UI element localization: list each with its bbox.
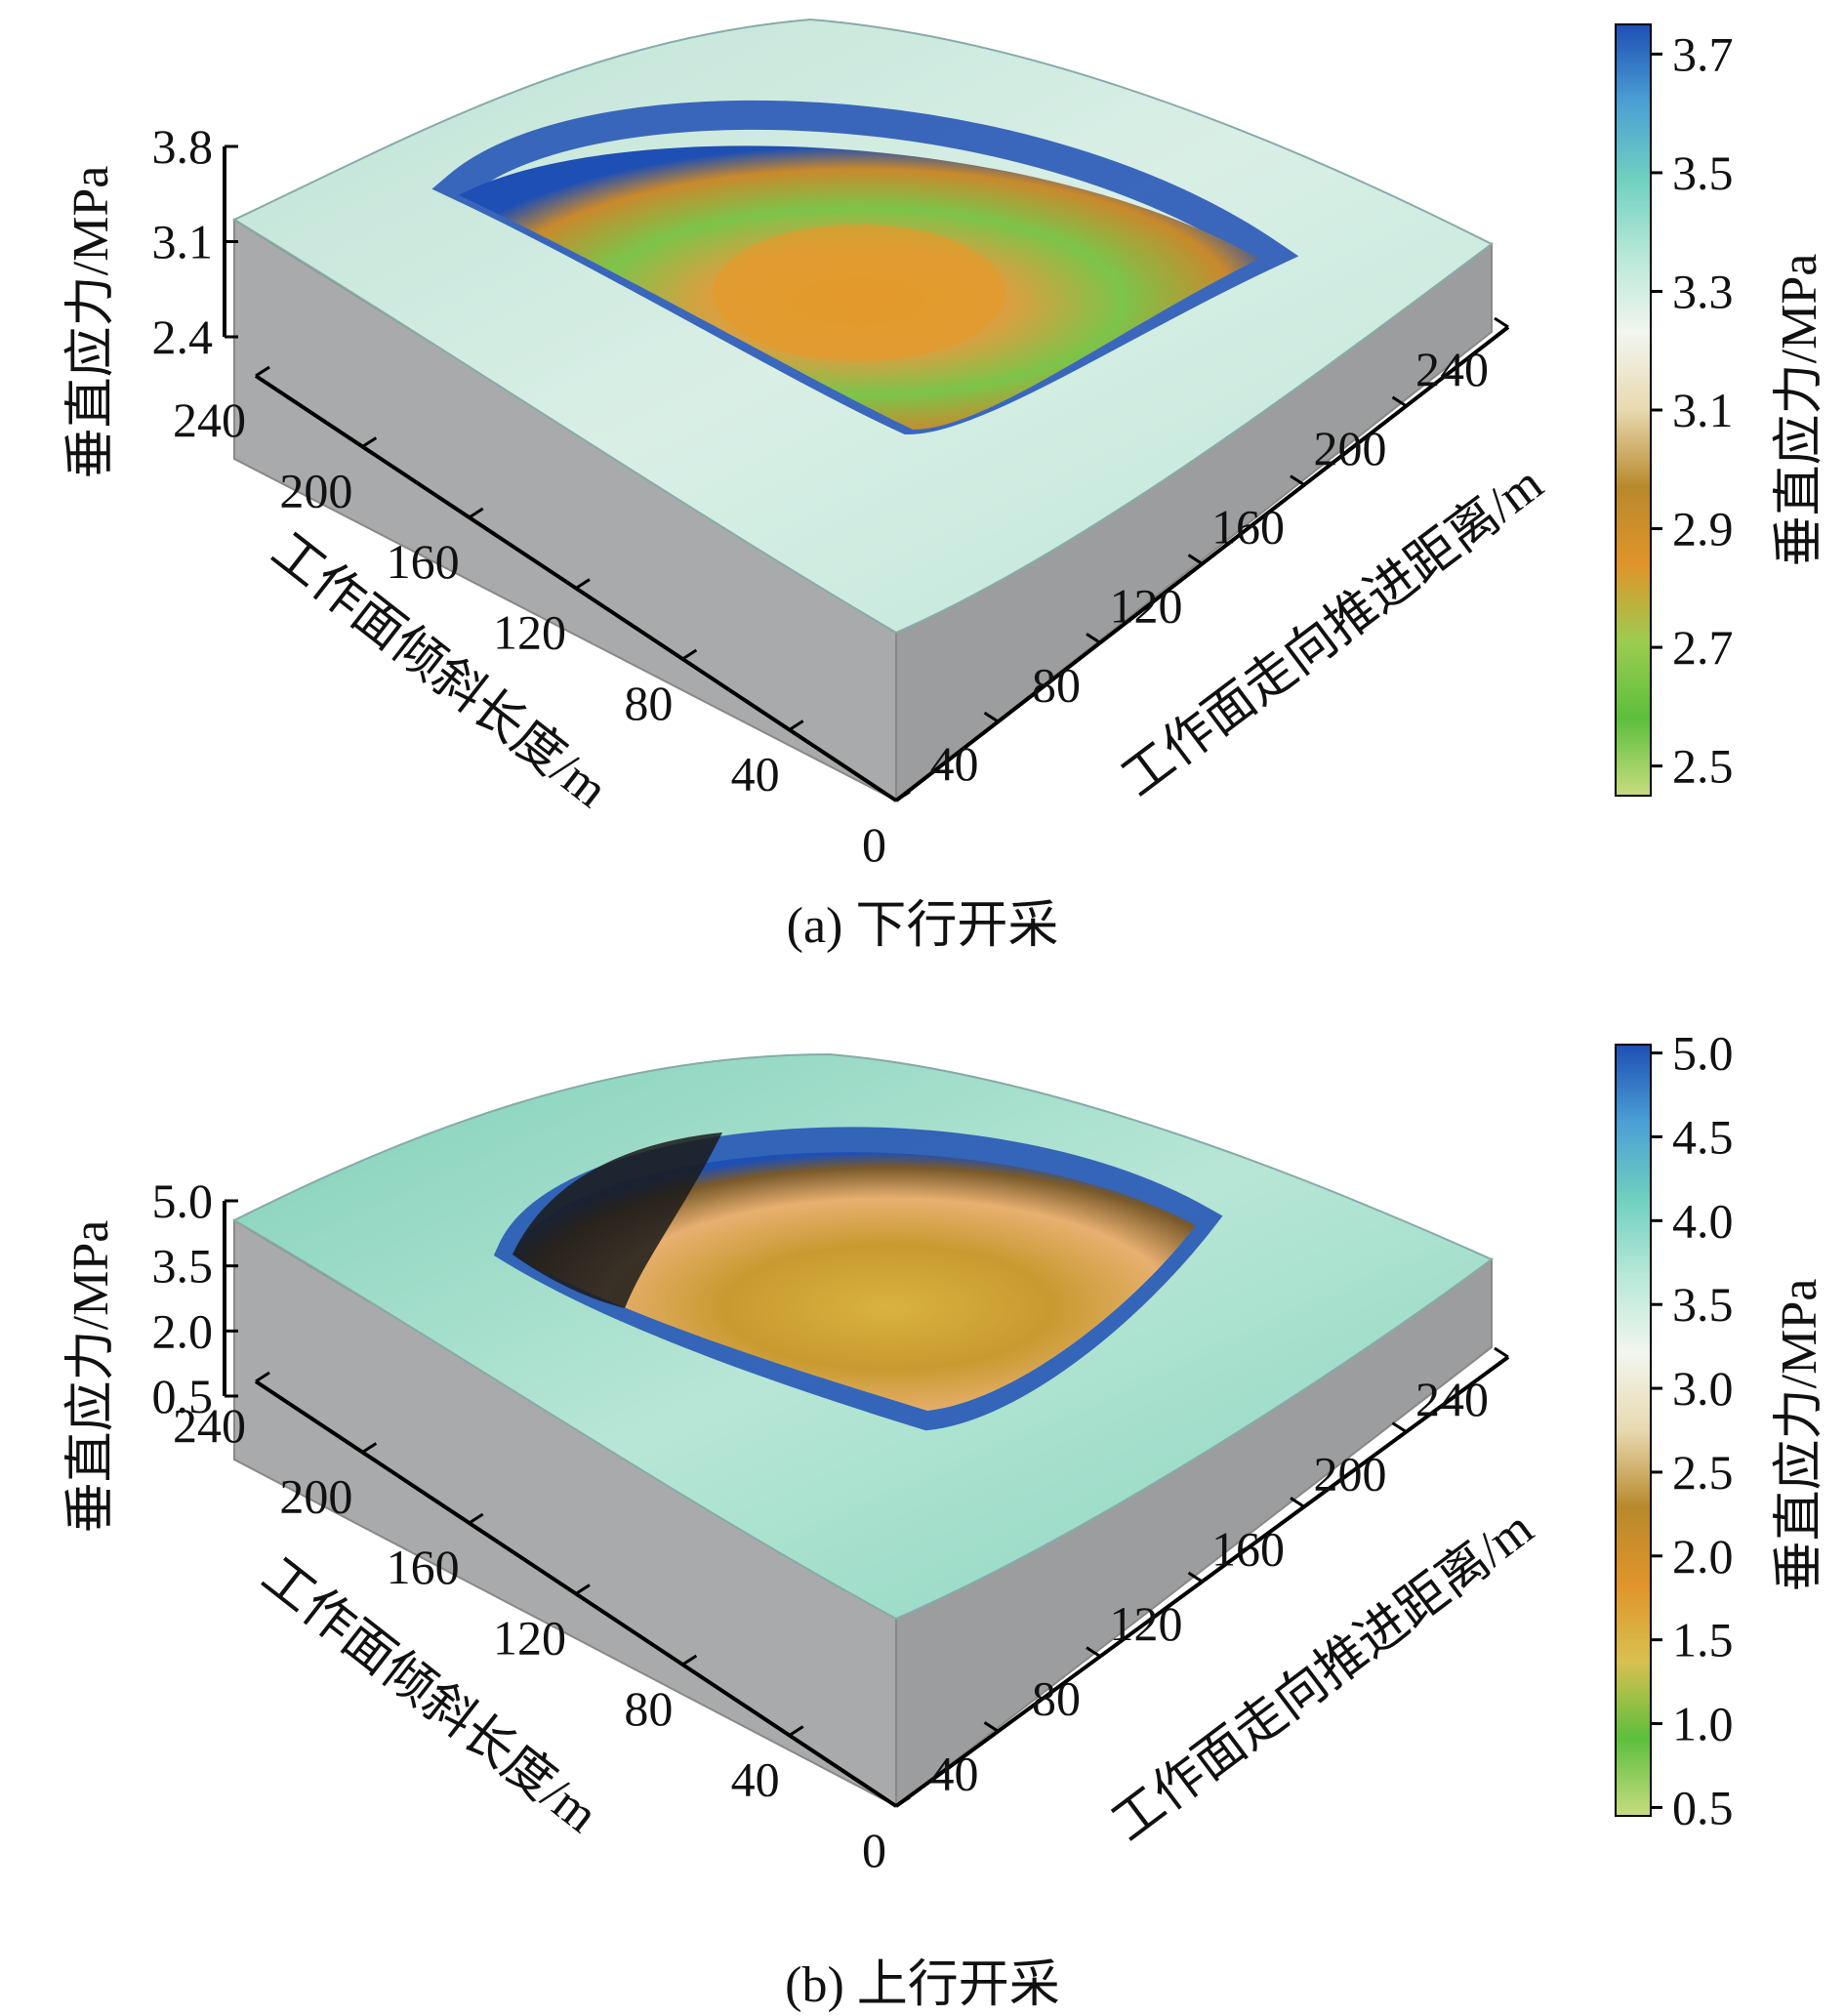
panel-b: 0 40 80 120 160 200 240 40 80 120 160 200 240 5.0 3.5 2…: [0, 1015, 1845, 2013]
y-tick-label: 120: [1110, 1596, 1183, 1651]
x-tick: [788, 720, 804, 731]
x-tick: [788, 1725, 804, 1737]
x-tick-label: 0: [862, 1823, 886, 1877]
x-tick: [468, 507, 484, 519]
y-tick-label: 240: [1415, 342, 1489, 396]
x-tick-label: 0: [862, 817, 886, 872]
x-tick-label: 200: [279, 1469, 352, 1524]
y-tick: [1086, 633, 1101, 644]
y-tick-label: 240: [1415, 1372, 1489, 1426]
colorbar-tick-label: 3.5: [1672, 1277, 1734, 1332]
x-tick: [361, 436, 378, 448]
colorbar-tick-label: 2.9: [1672, 502, 1734, 556]
x-tick: [681, 648, 698, 661]
x-tick-label: 40: [731, 747, 780, 802]
colorbar-tick-label: 2.5: [1672, 739, 1734, 794]
y-tick: [1494, 1346, 1509, 1359]
y-tick-label: 40: [930, 736, 979, 791]
colorbar-tick-label: 2.5: [1672, 1445, 1734, 1500]
x-tick-label: 160: [387, 534, 460, 589]
x-tick: [255, 365, 270, 378]
y-tick: [1391, 395, 1408, 408]
x-tick-label: 120: [493, 1611, 566, 1666]
y-tick-label: 80: [1032, 1671, 1081, 1726]
x-tick: [895, 1795, 911, 1808]
colorbar-tick-label: 2.0: [1672, 1529, 1734, 1584]
bowl-dark-wall: [512, 1132, 722, 1308]
surface-plot-b: 0 40 80 120 160 200 240 40 80 120 160 200 240 5.0 3.5 2…: [63, 1026, 1827, 1877]
colorbar-tick-label: 3.7: [1672, 26, 1734, 81]
colorbar-gradient: [1615, 23, 1652, 797]
y-tick-label: 120: [1110, 579, 1183, 634]
colorbar-gradient: [1615, 1044, 1652, 1817]
colorbar-tick-label: 2.7: [1672, 620, 1734, 675]
colorbar-tick-label: 3.0: [1672, 1361, 1734, 1416]
z-tick-label: 0.5: [152, 1369, 214, 1423]
z-axis-title: 垂直应力/MPa: [63, 1220, 119, 1534]
x-tick: [255, 1371, 270, 1383]
colorbar-tick-label: 3.5: [1672, 145, 1734, 200]
z-tick-label: 3.8: [152, 119, 214, 174]
colorbar-tick-label: 0.5: [1672, 1780, 1734, 1834]
colorbar-tick-label: 3.3: [1672, 264, 1734, 318]
x-tick-label: 80: [624, 676, 673, 730]
y-tick: [983, 1721, 1000, 1733]
y-tick: [1290, 1497, 1305, 1508]
x-tick-label: 200: [279, 464, 352, 518]
colorbar-tick-label: 3.1: [1672, 383, 1734, 437]
colorbar-tick-label: 1.0: [1672, 1697, 1734, 1751]
z-axis-title: 垂直应力/MPa: [63, 166, 119, 479]
x-tick: [575, 1584, 591, 1595]
x-tick-label: 240: [173, 392, 246, 447]
y-tick: [1086, 1646, 1101, 1658]
y-tick-label: 200: [1314, 421, 1387, 475]
y-tick: [1494, 316, 1509, 329]
x-tick-label: 40: [731, 1752, 780, 1807]
y-tick: [1187, 554, 1204, 565]
y-tick: [1391, 1421, 1408, 1433]
stress-ridge: [493, 1127, 1223, 1431]
surface-plot-a: 0 40 80 120 160 200 240 40 80 120 160 200 240 3.8 3.1 2…: [63, 18, 1827, 872]
colorbar-tick-label: 5.0: [1672, 1026, 1734, 1081]
colorbar-title: 垂直应力/MPa: [1772, 254, 1827, 567]
x-tick: [681, 1654, 698, 1666]
bowl-center: [713, 225, 1005, 361]
stress-bowl: [512, 1152, 1196, 1411]
y-tick-label: 80: [1032, 657, 1081, 712]
x-tick: [895, 790, 911, 802]
colorbar-tick-label: 1.5: [1672, 1613, 1734, 1667]
x-tick-label: 240: [173, 1398, 246, 1453]
colorbar-tick-label: 4.0: [1672, 1193, 1734, 1248]
y-tick-label: 160: [1211, 500, 1285, 555]
y-tick: [983, 711, 1000, 723]
caption-a: (a) 下行开采: [786, 898, 1059, 954]
z-tick-label: 3.1: [152, 215, 214, 269]
y-tick-label: 200: [1314, 1447, 1387, 1502]
z-tick-label: 2.0: [152, 1303, 214, 1358]
colorbar-title: 垂直应力/MPa: [1772, 1279, 1827, 1592]
x-tick-label: 80: [624, 1681, 673, 1736]
y-tick: [1290, 474, 1305, 486]
panel-a: 0 40 80 120 160 200 240 40 80 120 160 200 240 3.8 3.1 2…: [0, 0, 1845, 976]
caption-b: (b) 上行开采: [785, 1957, 1060, 2013]
x-tick: [361, 1442, 378, 1454]
colorbar-a: 3.7 3.5 3.3 3.1 2.9 2.7 2.5 垂直应力/MPa: [1615, 23, 1827, 797]
z-tick-label: 3.5: [152, 1239, 214, 1294]
z-tick-label: 2.4: [152, 309, 214, 364]
z-tick-label: 5.0: [152, 1173, 214, 1228]
y-tick: [1187, 1571, 1204, 1584]
x-tick-label: 120: [493, 605, 566, 660]
colorbar-b: 5.0 4.5 4.0 3.5 3.0 2.5 2.0 1.5 1.0 0.5 垂直应力/MPa: [1615, 1026, 1827, 1834]
colorbar-tick-label: 4.5: [1672, 1109, 1734, 1164]
x-tick: [468, 1512, 484, 1525]
y-tick-label: 40: [930, 1746, 979, 1800]
y-tick-label: 160: [1211, 1521, 1285, 1576]
x-tick-label: 160: [387, 1540, 460, 1594]
x-tick: [575, 578, 591, 590]
